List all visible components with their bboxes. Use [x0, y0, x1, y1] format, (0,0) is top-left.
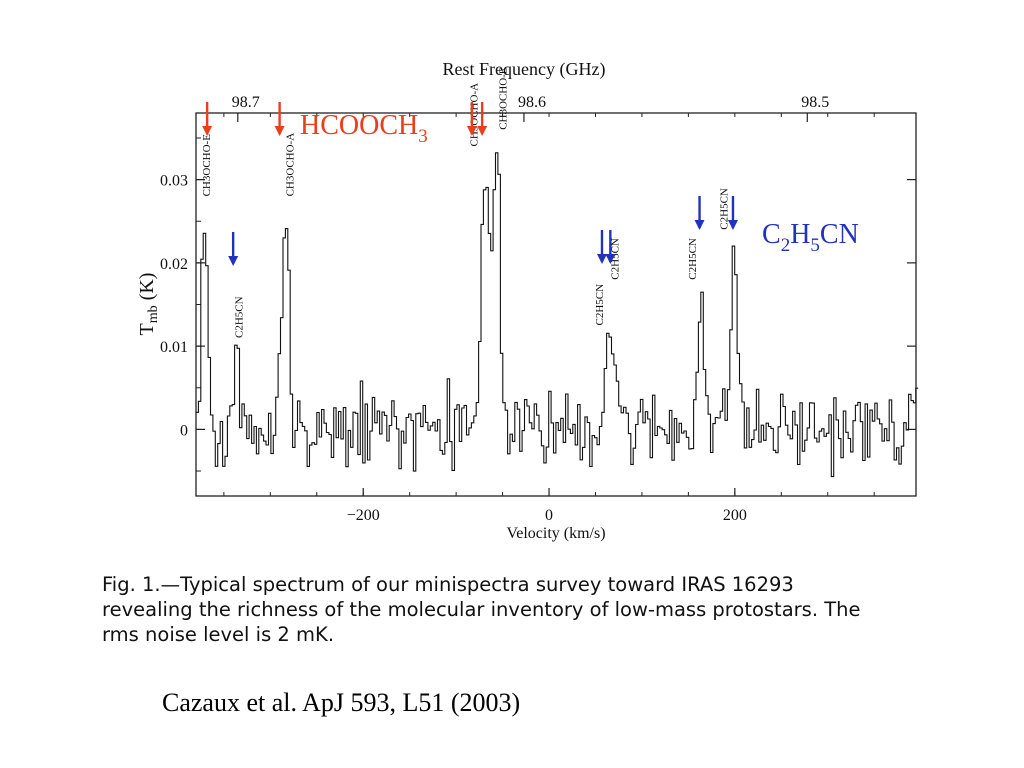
line-label-4: CH3OCHO-E — [497, 67, 509, 130]
red-arrow-3-head — [477, 126, 488, 136]
species-label-c2h5cn-part5: CN — [820, 219, 859, 250]
red-arrow-2-head — [466, 126, 477, 136]
line-label-2: CH3OCHO-A — [285, 133, 297, 197]
caption-line-3: rms noise level is 2 mK. — [102, 623, 335, 646]
caption-line-1: Fig. 1.—Typical spectrum of our minispec… — [102, 573, 794, 596]
y-tick-label-3: 0.03 — [160, 173, 188, 190]
figure-caption: Fig. 1.—Typical spectrum of our minispec… — [102, 572, 962, 647]
spectrum-line — [196, 152, 919, 478]
y-tick-label-0: 0 — [180, 422, 188, 439]
top-tick-label-1: 98.6 — [518, 94, 546, 111]
x-tick-label-1: 0 — [545, 507, 553, 524]
species-label-c2h5cn: C2H5CN — [762, 219, 859, 256]
blue-arrow-4-head — [727, 220, 738, 230]
line-label-6: C2H5CN — [610, 238, 622, 280]
line-label-7: C2H5CN — [687, 238, 699, 280]
x-tick-label-2: 200 — [723, 507, 747, 524]
y-axis-label-unit: (K) — [136, 273, 158, 306]
y-axis-label: Tmb (K) — [136, 273, 161, 336]
line-label-8: C2H5CN — [718, 188, 730, 230]
species-label-c2h5cn-part4: 5 — [810, 235, 820, 256]
red-arrow-0-head — [202, 126, 213, 136]
species-label-c2h5cn-part1: C — [762, 219, 781, 250]
y-tick-label-1: 0.01 — [160, 339, 188, 356]
line-label-0: CH3OCHO-E — [201, 134, 213, 197]
line-label-3: CH3OCHO-A — [469, 83, 481, 147]
x-axis-label: Velocity (km/s) — [506, 525, 605, 542]
y-tick-label-2: 0.02 — [160, 256, 188, 273]
blue-arrow-1-head — [596, 254, 607, 264]
species-label-hcooch3-main: HCOOCH — [300, 110, 418, 141]
citation: Cazaux et al. ApJ 593, L51 (2003) — [162, 688, 521, 717]
line-label-1: C2H5CN — [234, 296, 246, 338]
blue-arrow-0-head — [228, 256, 239, 266]
red-arrow-1-head — [274, 126, 285, 136]
y-axis-label-main: T — [136, 323, 158, 335]
y-axis-label-sub: mb — [146, 305, 161, 323]
top-tick-label-0: 98.7 — [232, 94, 260, 111]
species-label-hcooch3: HCOOCH3 — [300, 110, 428, 147]
species-label-hcooch3-sub: 3 — [418, 126, 428, 147]
species-label-c2h5cn-part3: H — [790, 219, 810, 250]
blue-arrow-2-head — [605, 254, 616, 264]
top-axis-label: Rest Frequency (GHz) — [443, 59, 606, 80]
caption-line-2: revealing the richness of the molecular … — [102, 598, 861, 621]
top-tick-label-2: 98.5 — [801, 94, 829, 111]
blue-arrow-3-head — [694, 220, 705, 230]
line-label-5: C2H5CN — [594, 284, 606, 326]
x-tick-label-0: −200 — [347, 507, 380, 524]
species-label-c2h5cn-part2: 2 — [781, 235, 791, 256]
